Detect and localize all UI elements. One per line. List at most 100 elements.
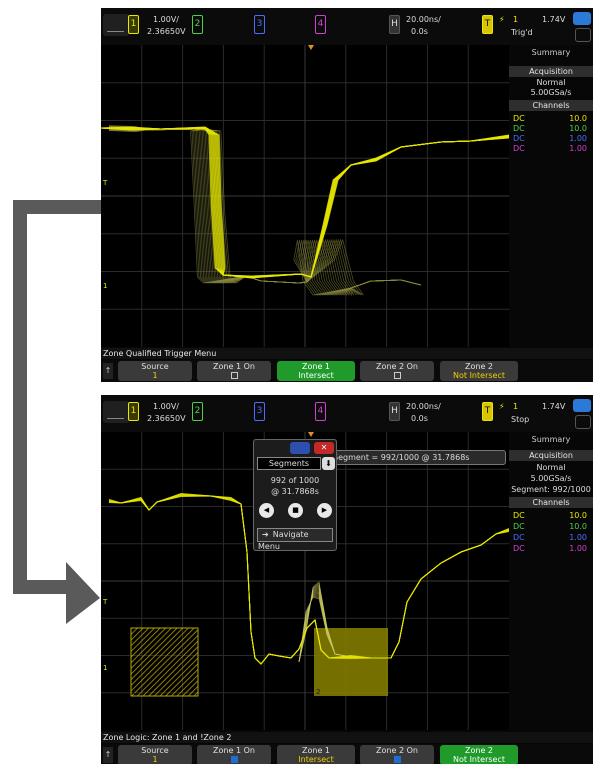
stop-icon[interactable]: ■ <box>288 503 303 518</box>
channel-4-badge[interactable]: 4 <box>315 402 326 421</box>
acquisition-mode: Normal <box>536 78 566 87</box>
trigger-source: 1 <box>513 402 519 411</box>
ch1-scale: 1.00V/ <box>153 15 179 24</box>
trigger-badge[interactable]: T <box>482 402 493 421</box>
waveform-trace-history <box>108 125 422 296</box>
navigate-menu-button[interactable]: ➔ Navigate Menu <box>257 528 333 551</box>
waveform-trace-history <box>298 597 352 663</box>
trigger-source: 1 <box>513 15 519 24</box>
channel-1-ground-marker: 1 <box>103 664 107 672</box>
summary-tab[interactable]: Summary <box>531 435 571 444</box>
trigger-position-marker <box>308 432 314 437</box>
softkey-source[interactable]: Source 1 <box>118 745 192 764</box>
segments-dropdown[interactable]: Segments <box>257 457 321 470</box>
softkey-source[interactable]: Source 1 <box>118 361 192 381</box>
channels-header: Channels <box>509 497 593 508</box>
softkey-zone2-on[interactable]: Zone 2 On <box>360 745 434 764</box>
segment-info: Segment: 992/1000 <box>511 485 591 494</box>
channel-1-info: DC 10.0 <box>513 511 587 520</box>
touch-icon[interactable] <box>575 28 591 42</box>
channel-2-badge[interactable]: 2 <box>192 402 203 421</box>
channel-3-info: DC 1.00 <box>513 533 587 542</box>
waveform-trace-history <box>108 128 422 296</box>
waveform-trace-history <box>108 127 422 296</box>
waveform-display: T1 <box>101 45 510 347</box>
next-icon[interactable]: ▶ <box>317 503 332 518</box>
channel-2-badge[interactable]: 2 <box>192 15 203 34</box>
softkey-bar: ↑ Source 1 Zone 1 On Zone 1 Intersect Zone… <box>101 744 593 764</box>
channel-3-badge[interactable]: 3 <box>254 402 265 421</box>
softkey-zone2-on[interactable]: Zone 2 On <box>360 361 434 381</box>
window-icon[interactable] <box>573 399 591 412</box>
waveform-trace-history <box>108 126 422 296</box>
touch-icon[interactable] <box>575 415 591 429</box>
channel-1-ground-marker: 1 <box>103 282 107 290</box>
acquisition-header: Acquisition <box>509 66 593 77</box>
waveform-trace-history <box>108 128 422 296</box>
trigger-level: 1.74V <box>542 15 566 24</box>
channel-3-info: DC 1.00 <box>513 134 587 143</box>
trigger-level-marker: T <box>102 598 108 606</box>
waveform-trace-history <box>108 128 422 296</box>
waveform-trace-history <box>108 127 422 296</box>
softkey-zone1-on[interactable]: Zone 1 On <box>197 361 271 381</box>
waveform-trace-history <box>108 125 422 296</box>
close-icon[interactable]: ✕ <box>314 442 334 454</box>
waveform-trace-history <box>108 128 422 296</box>
waveform-trace-history <box>108 125 422 296</box>
info-panel: Summary Acquisition Normal 5.00GSa/s Seg… <box>509 432 593 730</box>
waveform-trace-history <box>108 128 422 296</box>
softkey-zone2-mode[interactable]: Zone 2 Not Intersect <box>440 361 518 381</box>
softkey-zone1-mode[interactable]: Zone 1 Intersect <box>277 361 355 381</box>
waveform-trace-history <box>108 126 422 296</box>
trigger-status: Stop <box>511 415 530 424</box>
channel-2-info: DC 10.0 <box>513 522 587 531</box>
horizontal-badge[interactable]: H <box>389 402 400 421</box>
horizontal-badge[interactable]: H <box>389 15 400 34</box>
acquisition-header: Acquisition <box>509 450 593 461</box>
ch1-offset: 2.36650V <box>147 27 186 36</box>
window-icon[interactable] <box>573 12 591 25</box>
main-menu-icon[interactable] <box>103 401 129 423</box>
main-menu-icon[interactable] <box>103 14 129 36</box>
channel-4-badge[interactable]: 4 <box>315 15 326 34</box>
summary-tab[interactable]: Summary <box>531 48 571 57</box>
oscilloscope-screen-segment-view: 1 1.00V/ 2.36650V 2 3 4 H 20.00ns/ 0.0s … <box>101 395 593 764</box>
down-arrow-icon[interactable]: ⬇ <box>322 457 335 470</box>
softkey-zone1-on[interactable]: Zone 1 On <box>197 745 271 764</box>
info-panel: Summary Acquisition Normal 5.00GSa/s Cha… <box>509 45 593 347</box>
time-offset: 0.0s <box>411 27 428 36</box>
list-icon[interactable] <box>290 442 310 454</box>
trigger-edge-icon: ⚡ <box>499 15 505 24</box>
waveform-trace-history <box>108 128 422 296</box>
previous-icon[interactable]: ◀ <box>259 503 274 518</box>
softkey-zone2-mode[interactable]: Zone 2 Not Intersect <box>440 745 518 764</box>
back-arrow-icon[interactable]: ↑ <box>103 747 113 763</box>
waveform-trace-ch1 <box>108 495 510 665</box>
waveform-trace-history <box>108 127 422 296</box>
channel-3-badge[interactable]: 3 <box>254 15 265 34</box>
navigate-menu-label: Navigate Menu <box>258 530 309 551</box>
channel-4-info: DC 1.00 <box>513 144 587 153</box>
waveform-trace-history <box>108 128 422 297</box>
segment-time: @ 31.7868s <box>271 487 319 496</box>
channel-1-info: DC 10.0 <box>513 114 587 123</box>
channel-1-badge[interactable]: 1 <box>128 15 139 34</box>
time-offset: 0.0s <box>411 414 428 423</box>
channel-4-info: DC 1.00 <box>513 544 587 553</box>
time-scale: 20.00ns/ <box>406 15 441 24</box>
waveform-trace-history <box>108 128 422 296</box>
channel-1-badge[interactable]: 1 <box>128 402 139 421</box>
menu-title: Zone Logic: Zone 1 and !Zone 2 <box>101 732 593 743</box>
segment-navigation-popup: ✕ Segments ⬇ 992 of 1000 @ 31.7868s ◀ ■ … <box>253 439 337 551</box>
oscilloscope-screen-trigger-setup: 1 1.00V/ 2.36650V 2 3 4 H 20.00ns/ 0.0s … <box>101 8 593 382</box>
waveform-trace-history <box>108 127 422 296</box>
softkey-bar: ↑ Source 1 Zone 1 On Zone 1 Intersect Zone… <box>101 360 593 382</box>
back-arrow-icon[interactable]: ↑ <box>103 363 113 379</box>
trigger-badge[interactable]: T <box>482 15 493 34</box>
trigger-status: Trig'd <box>511 28 533 37</box>
arrow-right-icon: ➔ <box>262 530 269 539</box>
softkey-zone1-mode[interactable]: Zone 1 Intersect <box>277 745 355 764</box>
